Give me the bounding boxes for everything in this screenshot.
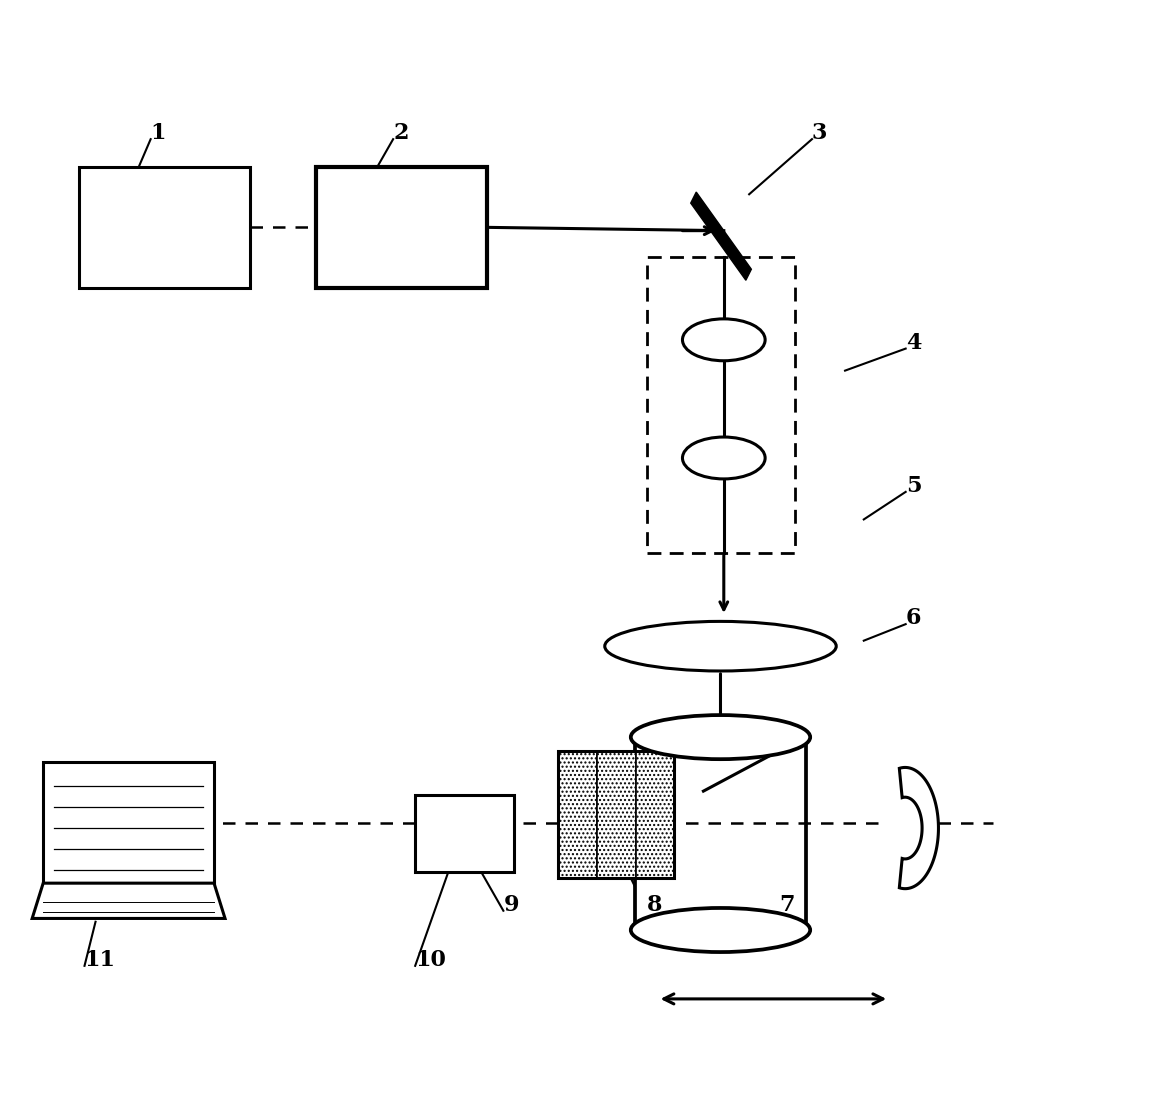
Text: 9: 9 <box>504 894 519 916</box>
Bar <box>44 762 214 883</box>
Bar <box>415 794 514 872</box>
Bar <box>559 751 597 877</box>
Bar <box>646 257 796 552</box>
Text: 3: 3 <box>812 123 827 144</box>
Bar <box>597 751 636 877</box>
Text: 2: 2 <box>393 123 408 144</box>
Ellipse shape <box>631 715 811 759</box>
Polygon shape <box>32 883 225 918</box>
Bar <box>635 737 806 930</box>
Text: 5: 5 <box>906 475 921 497</box>
Ellipse shape <box>682 319 765 360</box>
Bar <box>316 167 486 288</box>
Bar <box>559 751 674 877</box>
Text: 11: 11 <box>84 949 115 971</box>
Text: 6: 6 <box>906 607 921 629</box>
Polygon shape <box>899 768 938 888</box>
Text: 10: 10 <box>415 949 446 971</box>
Text: 4: 4 <box>906 332 921 354</box>
Ellipse shape <box>605 621 836 671</box>
Ellipse shape <box>682 438 765 478</box>
Text: 8: 8 <box>646 894 662 916</box>
Bar <box>636 751 674 877</box>
Text: 1: 1 <box>151 123 166 144</box>
Bar <box>79 167 250 288</box>
Polygon shape <box>691 192 751 281</box>
Text: 7: 7 <box>779 894 795 916</box>
Ellipse shape <box>631 908 811 953</box>
